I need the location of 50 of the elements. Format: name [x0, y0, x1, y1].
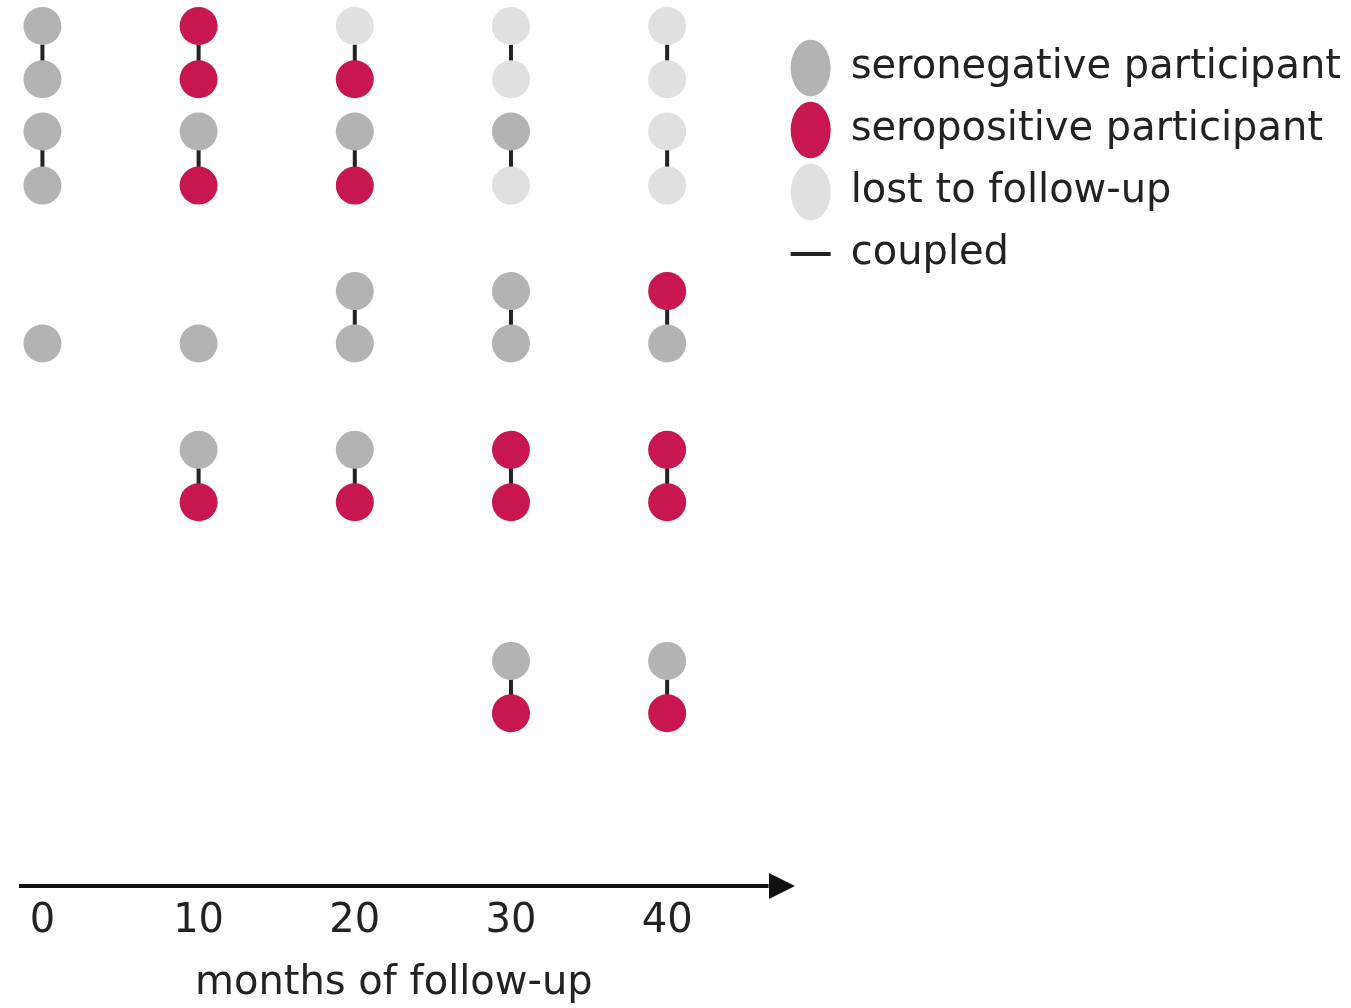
point: [491, 272, 530, 311]
point: [648, 694, 687, 733]
point: [491, 641, 530, 680]
point: [648, 7, 687, 45]
point: [23, 324, 62, 363]
point: [335, 324, 374, 363]
point: [491, 166, 530, 205]
point: [179, 60, 218, 99]
point: [491, 694, 530, 733]
point: [23, 60, 62, 99]
point: [335, 112, 374, 151]
point: [335, 7, 374, 45]
point: [23, 112, 62, 151]
point: [648, 483, 687, 522]
legend-label: seronegative participant: [850, 41, 1342, 88]
x-tick-label: 10: [173, 895, 225, 942]
point: [335, 430, 374, 469]
x-tick-label: 30: [485, 895, 537, 942]
point: [648, 430, 687, 469]
point: [179, 7, 218, 45]
point: [179, 483, 218, 522]
x-tick-label: 0: [29, 895, 56, 942]
point: [179, 166, 218, 205]
legend-label: seropositive participant: [850, 103, 1323, 150]
point: [335, 483, 374, 522]
point: [648, 641, 687, 680]
point: [491, 60, 530, 99]
point: [179, 430, 218, 469]
x-tick-label: 40: [641, 895, 693, 942]
point: [491, 7, 530, 45]
point: [491, 112, 530, 151]
point: [491, 483, 530, 522]
point: [335, 272, 374, 311]
point: [23, 7, 62, 45]
point: [335, 166, 374, 205]
point: [648, 112, 687, 151]
point: [648, 272, 687, 311]
point: [648, 60, 687, 99]
point: [648, 166, 687, 205]
point: [335, 60, 374, 99]
point: [491, 430, 530, 469]
point: [23, 166, 62, 205]
x-tick-label: 20: [329, 895, 381, 942]
legend-label: lost to follow-up: [850, 165, 1172, 212]
point: [179, 112, 218, 151]
point: [491, 324, 530, 363]
legend-label: coupled: [850, 227, 1009, 274]
point: [179, 324, 218, 363]
x-axis-title: months of follow-up: [194, 957, 593, 1004]
point: [648, 324, 687, 363]
